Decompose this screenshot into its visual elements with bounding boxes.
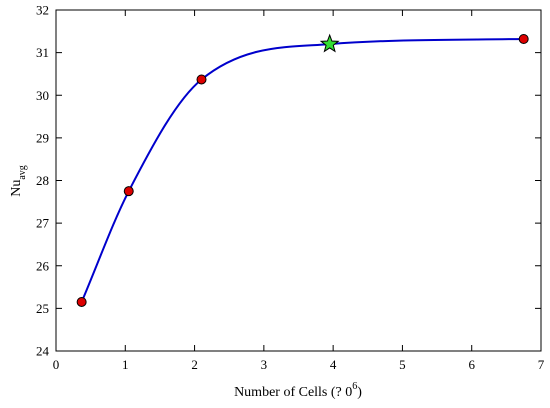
x-tick-label: 7: [538, 357, 545, 372]
data-point: [518, 33, 529, 44]
x-tick-label: 2: [191, 357, 198, 372]
ticks-layer: 0 1 2 3 4 5 6 7 24 25 26 27 28 29 30 31 32: [36, 3, 545, 373]
data-point: [76, 296, 87, 307]
y-tick-label: 28: [36, 173, 49, 188]
data-point: [123, 186, 134, 197]
x-tick-label: 4: [330, 357, 337, 372]
y-tick-label: 31: [36, 45, 49, 60]
x-tick-label: 6: [468, 357, 475, 372]
y-axis-title: Nuavg: [9, 165, 28, 197]
y-tick-label: 32: [36, 3, 49, 18]
series-line: [80, 37, 524, 303]
y-tick-label: 27: [36, 216, 50, 231]
y-tick-label: 30: [36, 88, 49, 103]
data-point-star: [319, 33, 340, 53]
x-tick-label: 5: [399, 357, 406, 372]
x-tick-label: 1: [122, 357, 129, 372]
y-tick-label: 24: [36, 344, 50, 359]
x-tick-label: 3: [261, 357, 268, 372]
plot-frame: [55, 9, 542, 352]
y-tick-label: 29: [36, 130, 49, 145]
y-tick-label: 26: [36, 258, 50, 273]
x-tick-label: 0: [53, 357, 60, 372]
points-layer: [76, 33, 529, 307]
data-point: [196, 74, 207, 85]
x-axis-title: Number of Cells (? 06): [234, 381, 362, 400]
y-tick-label: 25: [36, 301, 49, 316]
